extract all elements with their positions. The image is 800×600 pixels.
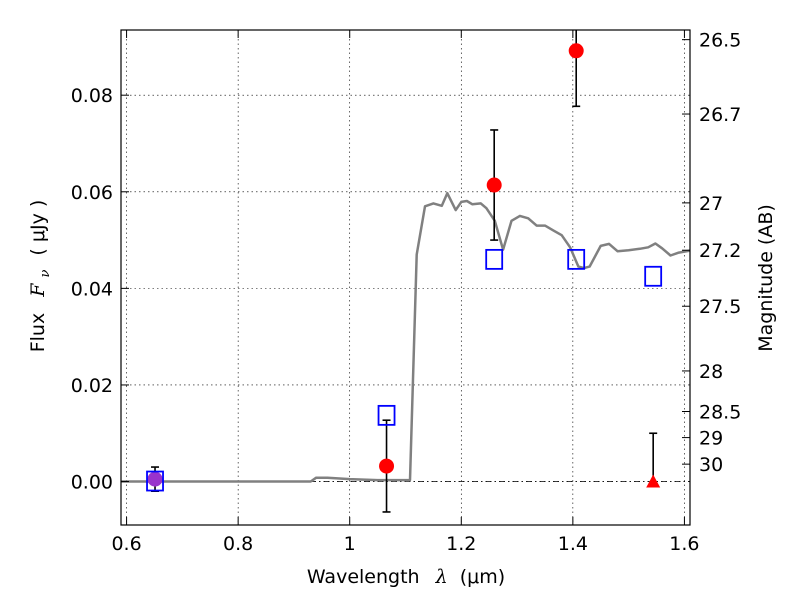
y-axis-label: Flux F ν ( μJy ) <box>27 200 54 353</box>
model-bandpass-marker <box>644 265 663 287</box>
plot-frame <box>120 29 691 526</box>
x-axis-label-symbol: λ <box>435 566 448 588</box>
photometry-point <box>147 471 163 487</box>
model-spectrum-line <box>121 191 691 483</box>
y-tick-label: 0.04 <box>71 278 113 300</box>
photometry-point <box>486 177 502 193</box>
x-tick-label: 1.6 <box>669 533 699 555</box>
x-tick-label: 1.2 <box>446 533 476 555</box>
y-axis-label-symbol: F <box>27 283 49 298</box>
y-tick-label: 0.00 <box>71 472 113 494</box>
y-tick-label: 0.08 <box>71 85 113 107</box>
y-axis-label-prefix: Flux <box>27 313 49 353</box>
y2-tick-label: 29 <box>699 428 723 450</box>
photometry-point <box>568 43 584 59</box>
x-tick-label: 0.6 <box>111 533 141 555</box>
x-tick-label: 1.4 <box>558 533 588 555</box>
y2-tick-label: 27.2 <box>699 240 741 262</box>
y2-tick-label: 30 <box>699 454 723 476</box>
y2-tick-label: 28.5 <box>699 402 741 424</box>
y2-tick-label: 27.5 <box>699 296 741 318</box>
y-tick-label: 0.06 <box>71 182 113 204</box>
model-bandpass-marker <box>567 248 586 270</box>
grid-lines <box>121 30 690 525</box>
model-bandpass-marker <box>485 248 504 270</box>
y-axis-label-unit: ( μJy ) <box>27 200 49 256</box>
x-tick-label: 0.8 <box>223 533 253 555</box>
model-spectrum <box>121 191 691 483</box>
model-bandpass-marker <box>146 470 164 492</box>
x-axis-label: Wavelength λ (μm) <box>307 566 505 588</box>
axis-ticks: 0.6 0.8 1 1.2 1.4 1.6 0.00 0.02 0.04 0.06 0.08 26.5… <box>71 30 742 555</box>
y-tick-label: 0.02 <box>71 375 113 397</box>
model-bandpass-marker <box>377 404 396 426</box>
upper-limit-marker <box>646 474 661 488</box>
x-axis-label-prefix: Wavelength <box>307 566 420 588</box>
y2-tick-label: 28 <box>699 361 723 383</box>
y2-tick-label: 26.5 <box>699 30 741 52</box>
y2-tick-label: 27 <box>699 193 723 215</box>
data-markers <box>146 43 663 492</box>
y2-tick-label: 26.7 <box>699 104 741 126</box>
photometry-point <box>379 458 395 474</box>
x-axis-label-unit: (μm) <box>460 566 505 588</box>
error-bars <box>151 30 658 513</box>
y-axis-label-subscript: ν <box>38 270 53 278</box>
x-tick-label: 1 <box>344 533 356 555</box>
y2-axis-label: Magnitude (AB) <box>755 204 777 352</box>
